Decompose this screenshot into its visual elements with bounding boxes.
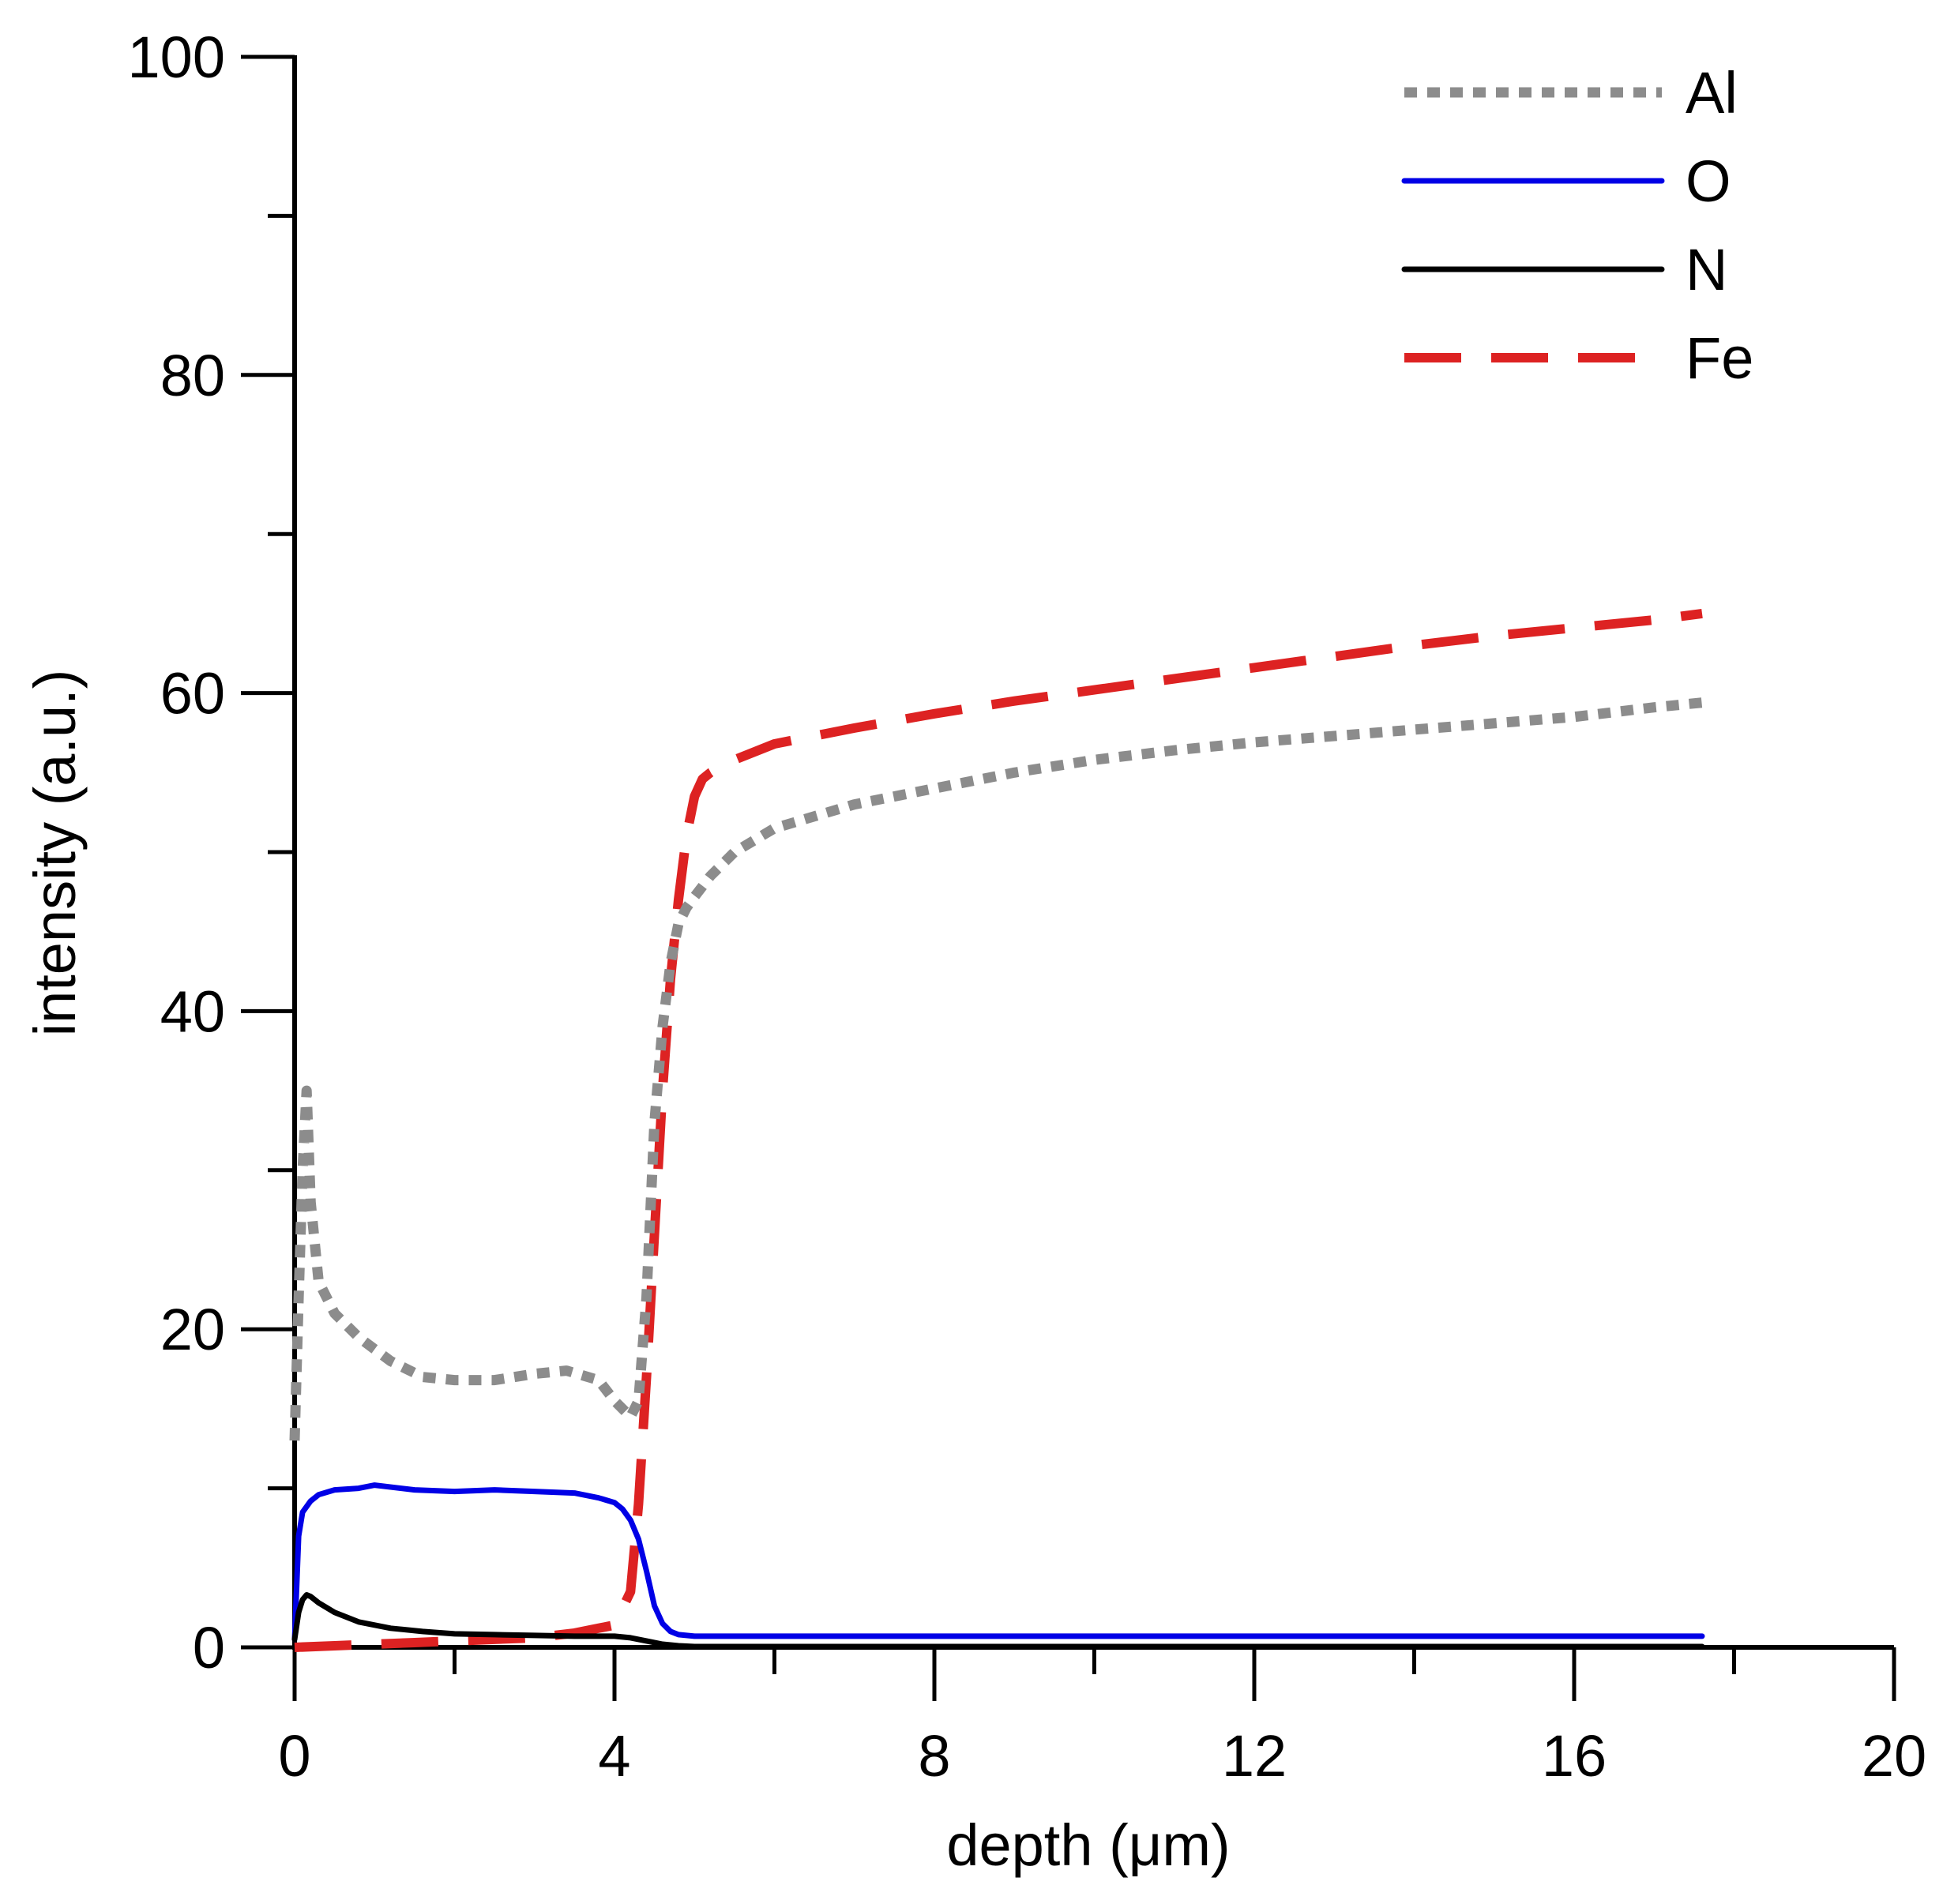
- y-tick-label: 0: [193, 1615, 225, 1681]
- x-tick-label: 16: [1542, 1723, 1607, 1789]
- series-line-o: [291, 1482, 1705, 1643]
- legend: Al ON Fe: [1401, 60, 1753, 391]
- y-tick-label: 60: [160, 661, 225, 727]
- y-tick-label: 100: [128, 24, 225, 90]
- legend-label-fe: Fe: [1686, 325, 1753, 391]
- y-tick-label: 20: [160, 1297, 225, 1362]
- x-axis-title: depth (μm): [946, 1812, 1230, 1878]
- legend-label-o: O: [1686, 148, 1731, 214]
- axes: 0 20 40 60 80 100 0 4 8 12 16 20: [128, 24, 1927, 1789]
- x-tick-label: 20: [1862, 1723, 1926, 1789]
- y-tick-label: 40: [160, 978, 225, 1044]
- series-line-al: [289, 697, 1703, 1441]
- y-tick-label: 80: [160, 343, 225, 408]
- x-tick-label: 8: [918, 1723, 950, 1789]
- x-tick-label: 0: [278, 1723, 310, 1789]
- x-tick-label: 4: [598, 1723, 630, 1789]
- series-line-n: [291, 1592, 1705, 1650]
- plot-area: [289, 608, 1705, 1652]
- series-line-fe: [294, 608, 1703, 1652]
- x-tick-label: 12: [1222, 1723, 1287, 1789]
- y-axis-title: intensity (a.u.): [22, 670, 88, 1037]
- legend-label-al: Al: [1686, 60, 1738, 126]
- legend-label-n: N: [1686, 237, 1727, 302]
